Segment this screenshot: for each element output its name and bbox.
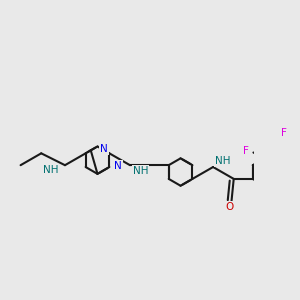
Text: N: N [114,161,122,171]
Text: F: F [280,128,286,138]
Text: F: F [299,155,300,165]
Text: N: N [100,144,108,154]
Text: NH: NH [133,166,148,176]
Text: NH: NH [43,165,58,175]
Text: O: O [225,202,234,212]
Text: F: F [243,146,249,156]
Text: NH: NH [215,156,230,166]
